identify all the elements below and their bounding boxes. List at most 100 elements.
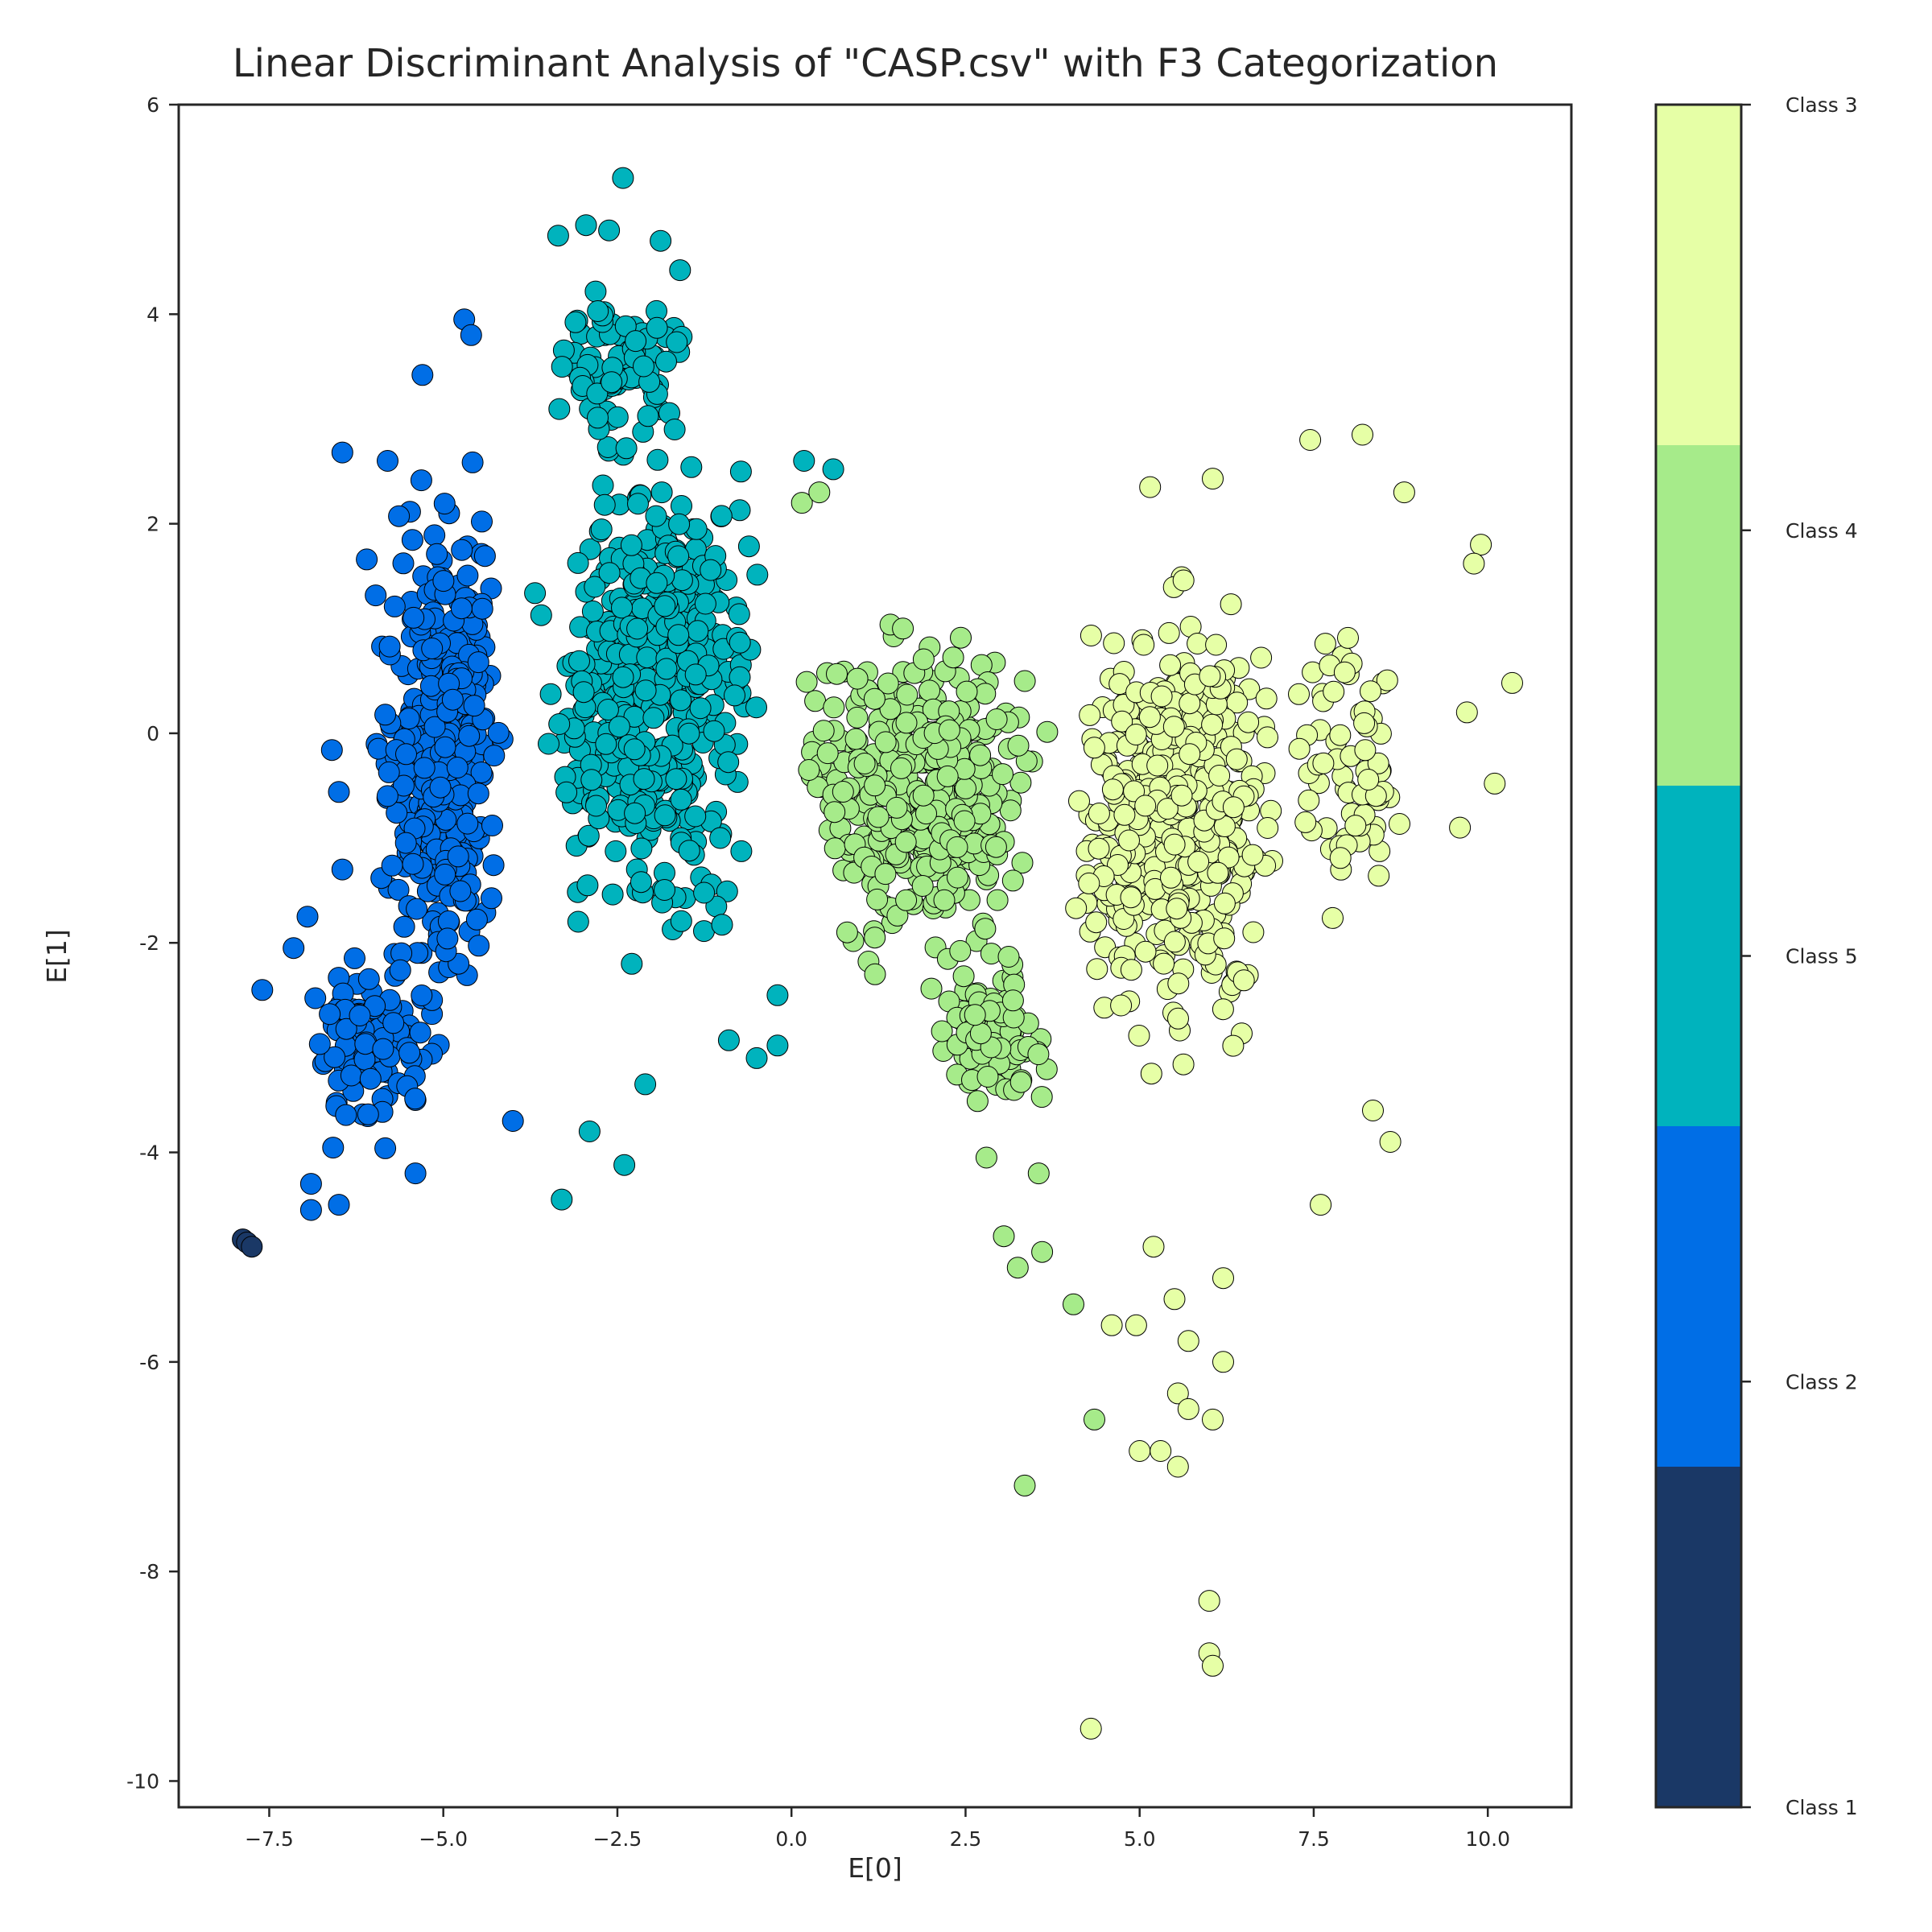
data-point: [1166, 898, 1188, 920]
data-point: [395, 743, 417, 766]
data-point: [863, 687, 886, 710]
x-tick-label: 10.0: [1465, 1827, 1510, 1851]
data-point: [1360, 680, 1381, 703]
data-point: [377, 450, 398, 472]
data-point: [728, 603, 750, 625]
data-point: [931, 1020, 953, 1042]
data-point: [470, 762, 493, 783]
data-point: [421, 638, 444, 659]
data-point: [1120, 886, 1142, 909]
data-point: [1255, 687, 1278, 710]
data-point: [576, 874, 599, 897]
data-point: [612, 167, 634, 189]
data-point: [729, 666, 751, 688]
x-axis-label: E[0]: [848, 1852, 902, 1884]
data-point: [975, 1146, 997, 1169]
data-point: [613, 1154, 636, 1176]
data-point: [1065, 897, 1088, 919]
data-point: [551, 1188, 573, 1211]
data-point: [866, 888, 889, 910]
data-point: [409, 1022, 431, 1044]
data-point: [1085, 911, 1108, 934]
data-point: [824, 801, 846, 824]
data-point: [920, 977, 943, 1000]
data-point: [1212, 1267, 1234, 1290]
data-point: [911, 875, 934, 897]
data-point: [308, 1033, 331, 1055]
data-point: [634, 679, 657, 702]
data-point: [1172, 1053, 1195, 1075]
data-point: [942, 646, 964, 669]
data-point: [633, 355, 654, 378]
data-point: [1322, 906, 1344, 929]
data-point: [376, 785, 398, 807]
data-point: [401, 529, 423, 551]
data-point: [1242, 921, 1265, 943]
data-point: [601, 883, 624, 906]
data-point: [433, 493, 456, 515]
data-point: [1208, 765, 1231, 786]
data-point: [1166, 1455, 1189, 1478]
data-point: [387, 878, 410, 901]
data-point: [663, 419, 686, 440]
data-point: [964, 1004, 986, 1026]
data-point: [896, 683, 919, 706]
data-point: [304, 987, 327, 1009]
data-point: [946, 836, 968, 858]
data-point: [612, 666, 634, 688]
data-point: [349, 1005, 371, 1026]
data-point: [382, 1012, 405, 1034]
colorbar-label: Class 1: [1785, 1796, 1858, 1819]
data-point: [670, 788, 692, 811]
data-point: [410, 469, 432, 492]
colorbar-label: Class 4: [1785, 519, 1858, 543]
data-point: [1088, 837, 1110, 860]
data-point: [458, 724, 481, 747]
data-point: [1134, 795, 1157, 817]
data-point: [423, 716, 446, 738]
data-point: [689, 697, 712, 720]
x-tick-label: −5.0: [419, 1827, 468, 1851]
data-point: [1140, 1063, 1162, 1085]
data-point: [393, 915, 415, 938]
colorbar-label: Class 2: [1785, 1370, 1858, 1393]
data-point: [985, 708, 1008, 730]
data-point: [1167, 1007, 1189, 1030]
data-point: [671, 495, 692, 517]
data-point: [1031, 1241, 1054, 1263]
data-point: [1036, 720, 1059, 743]
data-point: [874, 731, 897, 753]
data-point: [949, 939, 972, 962]
data-point: [956, 680, 978, 703]
data-point: [605, 840, 627, 862]
data-point: [730, 840, 753, 862]
y-axis-label: E[1]: [41, 929, 72, 984]
data-point: [1156, 798, 1179, 820]
data-point: [822, 458, 844, 481]
data-point: [411, 364, 434, 386]
data-point: [1241, 844, 1264, 866]
data-point: [894, 831, 917, 853]
data-point: [465, 908, 488, 931]
data-point: [650, 229, 672, 252]
data-point: [1128, 1025, 1150, 1046]
data-point: [812, 720, 835, 742]
data-point: [402, 606, 425, 629]
data-point: [654, 595, 676, 617]
data-point: [745, 1046, 768, 1069]
data-point: [564, 311, 587, 333]
data-point: [1139, 476, 1162, 498]
data-point: [974, 683, 997, 705]
data-point: [1138, 706, 1161, 729]
data-point: [402, 852, 424, 875]
colorbar-segment: [1656, 786, 1741, 1127]
data-point: [481, 887, 502, 910]
y-tick-label: -8: [139, 1560, 159, 1583]
data-point: [411, 985, 433, 1006]
data-point: [936, 765, 959, 787]
y-tick-label: -6: [139, 1351, 159, 1374]
data-point: [456, 812, 479, 835]
data-point: [429, 776, 452, 799]
data-point: [1007, 734, 1030, 757]
